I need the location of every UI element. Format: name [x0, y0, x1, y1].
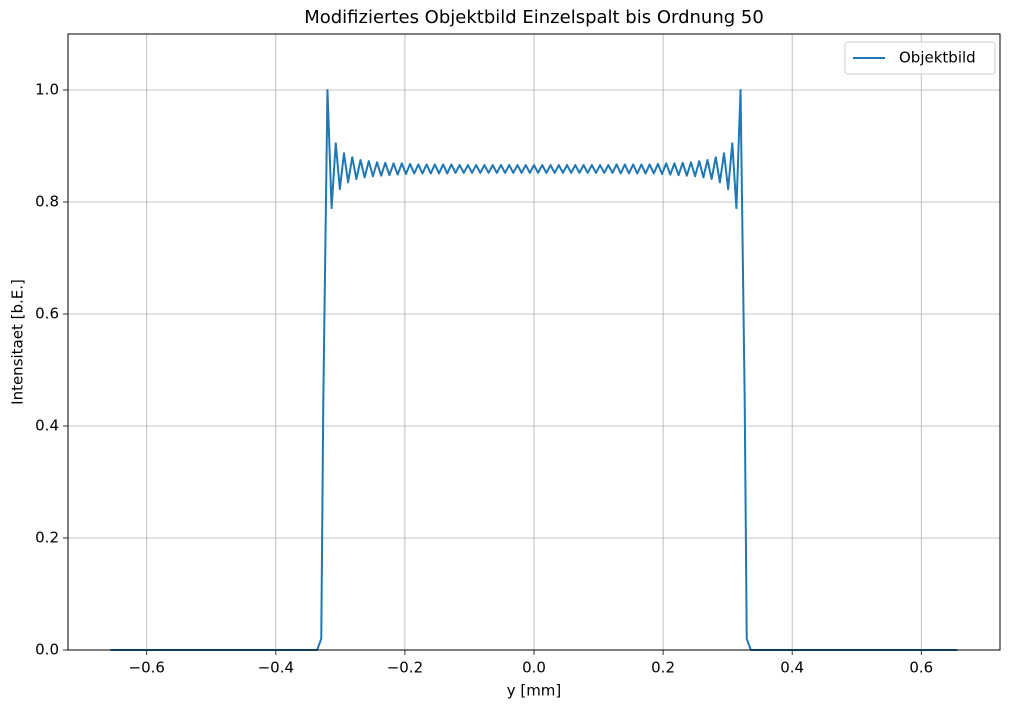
x-tick-label: −0.4 — [258, 659, 294, 677]
y-tick-label: 0.4 — [35, 417, 59, 435]
legend-box — [844, 41, 996, 75]
x-axis-label: y [mm] — [507, 682, 562, 700]
x-tick-label: 0.0 — [522, 659, 546, 677]
plot-frame — [67, 33, 1001, 651]
x-tick-label: 0.6 — [909, 659, 933, 677]
y-tick-label: 0.6 — [35, 305, 59, 323]
x-tick-label: −0.6 — [129, 659, 165, 677]
x-tick-label: −0.2 — [387, 659, 423, 677]
chart-title: Modifiziertes Objektbild Einzelspalt bis… — [304, 7, 764, 28]
y-tick-label: 1.0 — [35, 81, 59, 99]
x-tick-label: 0.2 — [651, 659, 675, 677]
x-tick-label: 0.4 — [780, 659, 804, 677]
y-tick-label: 0.2 — [35, 529, 59, 547]
legend-label: Objektbild — [899, 49, 976, 67]
y-axis-label: Intensitaet [b.E.] — [9, 279, 27, 405]
data-line — [110, 89, 958, 651]
y-tick-label: 0.8 — [35, 193, 59, 211]
y-tick-label: 0.0 — [35, 641, 59, 659]
